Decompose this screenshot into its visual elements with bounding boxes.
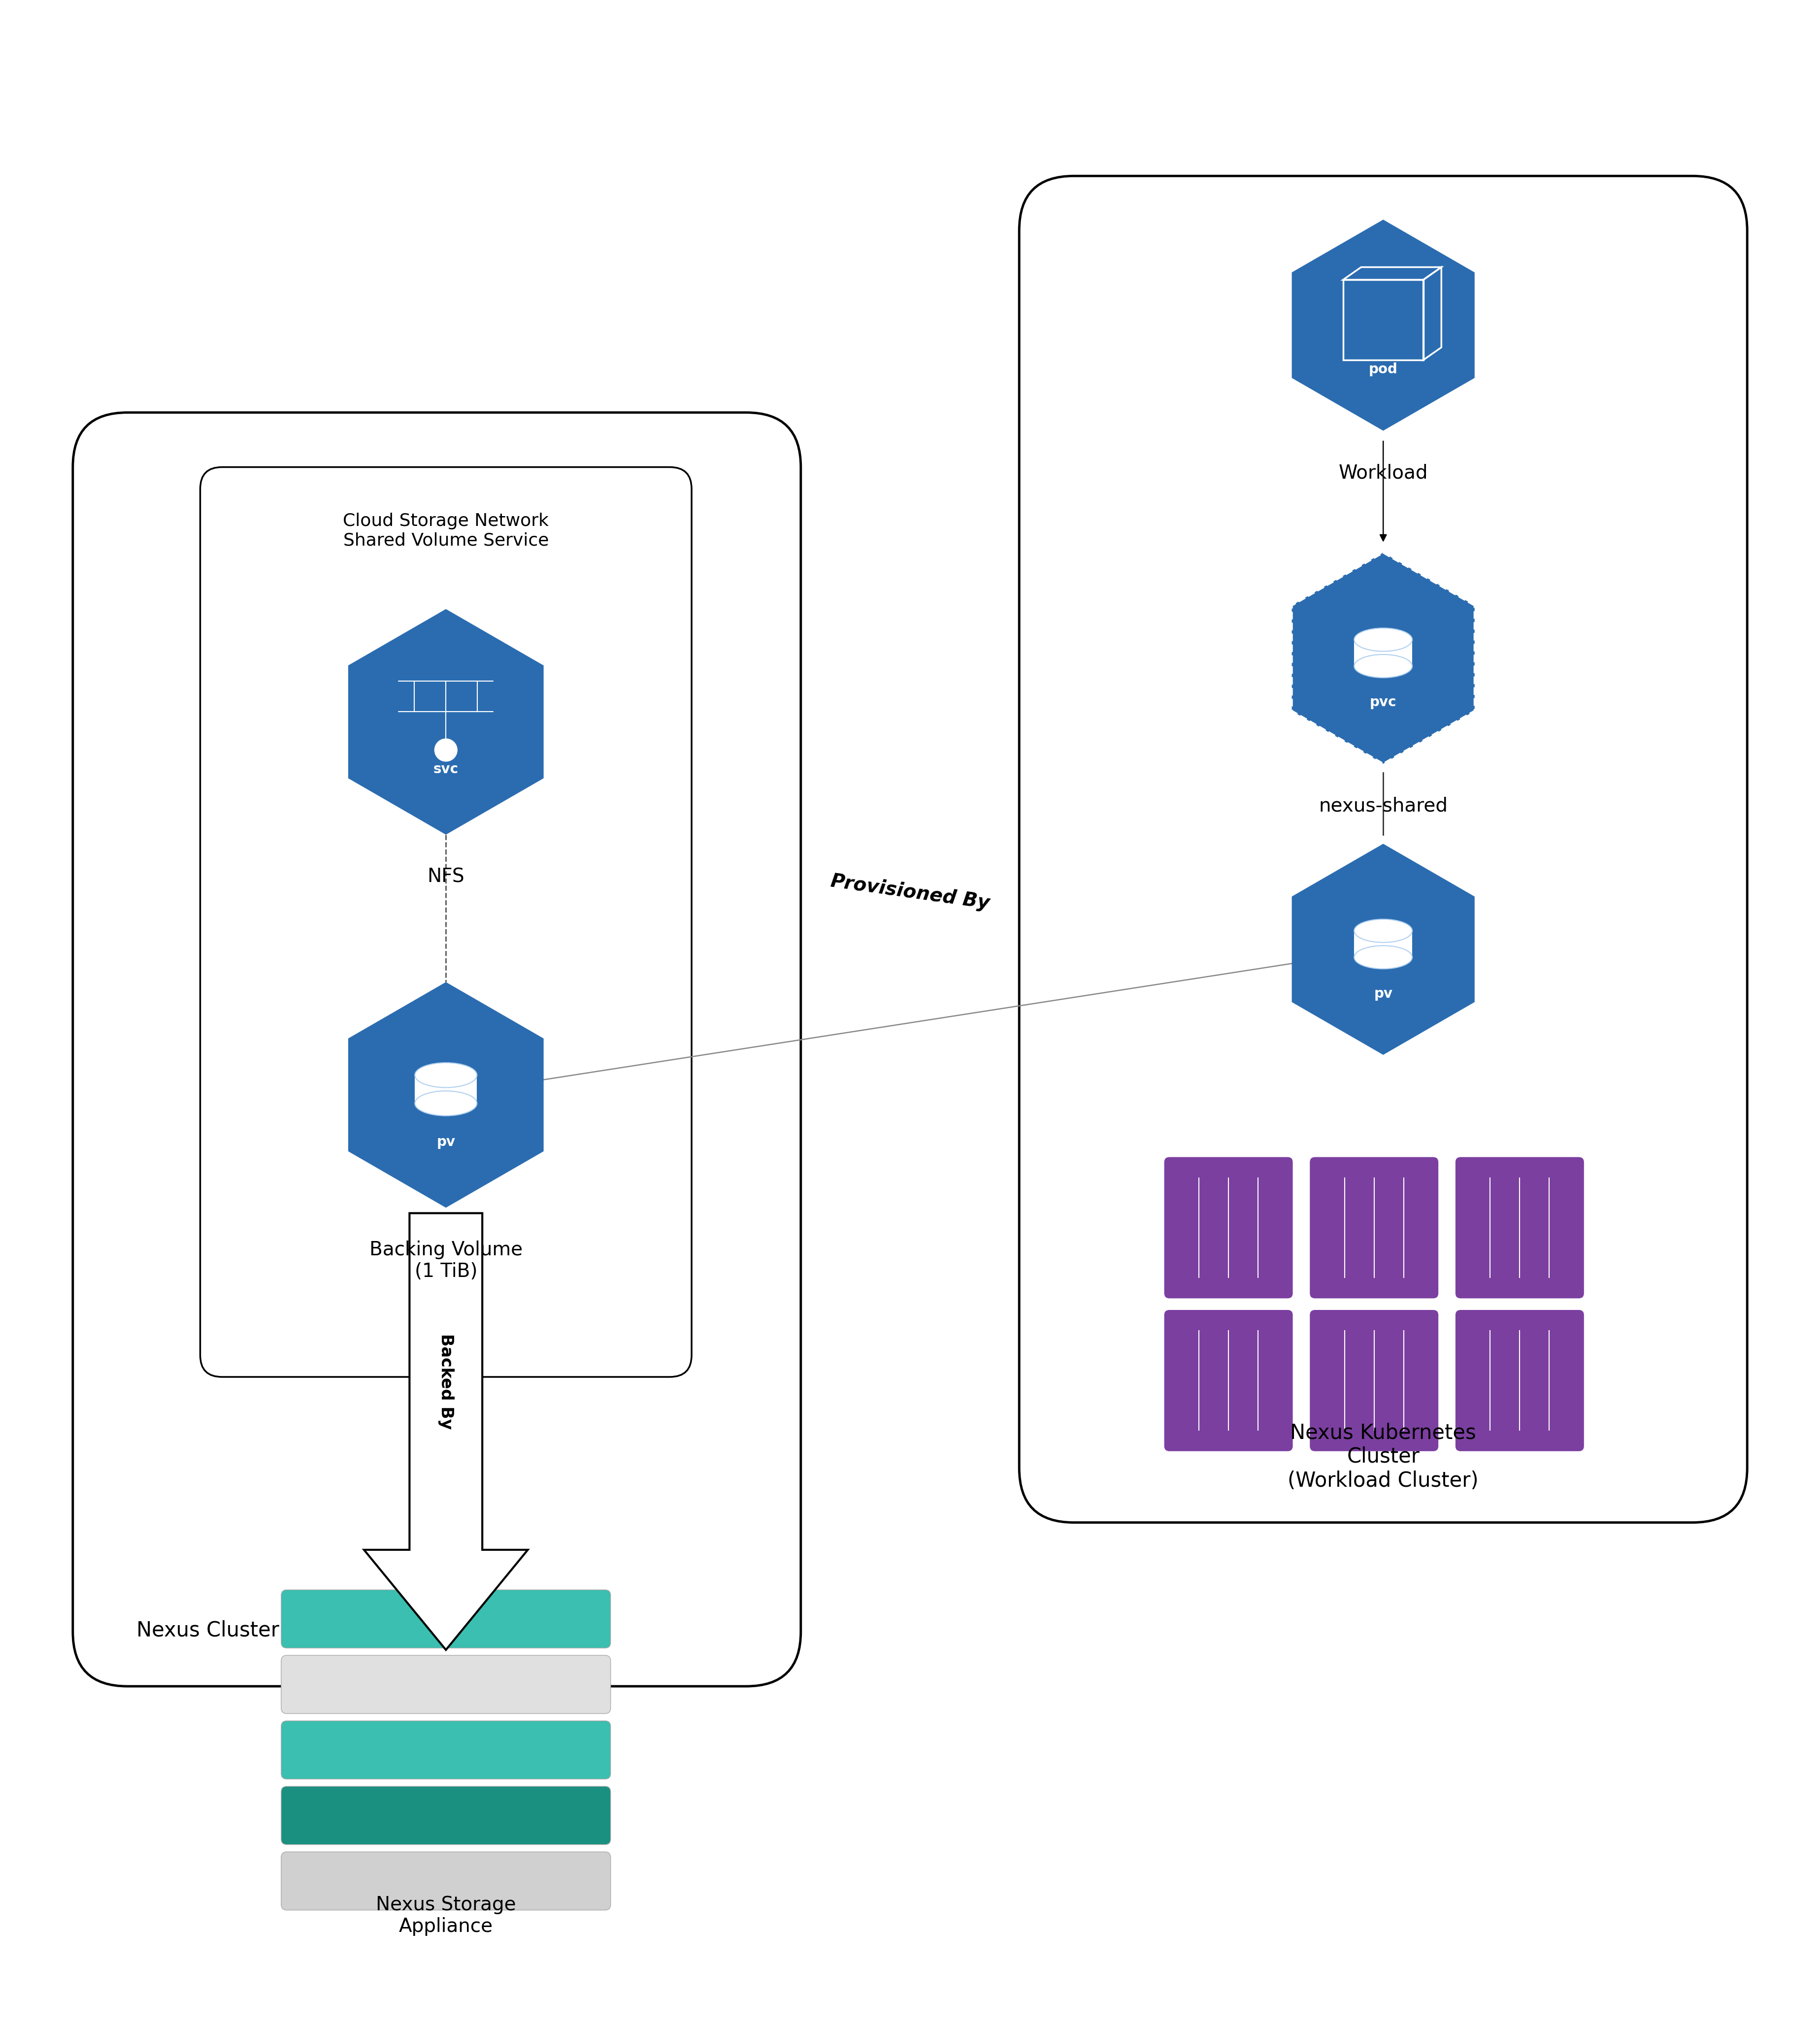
FancyBboxPatch shape [280, 1655, 610, 1714]
Polygon shape [364, 1214, 528, 1649]
FancyBboxPatch shape [280, 1590, 610, 1647]
FancyBboxPatch shape [1165, 1309, 1292, 1451]
FancyBboxPatch shape [1165, 1157, 1292, 1299]
FancyBboxPatch shape [1456, 1309, 1583, 1451]
FancyBboxPatch shape [280, 1852, 610, 1911]
FancyBboxPatch shape [280, 1787, 610, 1844]
Circle shape [435, 739, 457, 762]
Text: pod: pod [1369, 363, 1398, 377]
Text: Workload: Workload [1338, 464, 1429, 482]
Text: Backed By: Backed By [439, 1333, 453, 1428]
Ellipse shape [1354, 946, 1412, 968]
Polygon shape [1292, 843, 1474, 1056]
Text: Backing Volume
(1 TiB): Backing Volume (1 TiB) [369, 1240, 522, 1280]
Polygon shape [1292, 219, 1474, 432]
Text: Nexus Storage
Appliance: Nexus Storage Appliance [375, 1896, 517, 1937]
Polygon shape [1354, 930, 1412, 956]
Ellipse shape [1354, 920, 1412, 942]
Text: Nexus Cluster: Nexus Cluster [136, 1621, 278, 1641]
Text: svc: svc [433, 762, 459, 776]
Ellipse shape [1354, 654, 1412, 677]
Text: pv: pv [1374, 987, 1392, 1001]
Text: pv: pv [437, 1135, 455, 1149]
Text: pvc: pvc [1370, 695, 1396, 709]
FancyBboxPatch shape [280, 1720, 610, 1779]
FancyBboxPatch shape [1310, 1309, 1438, 1451]
Ellipse shape [415, 1064, 477, 1088]
Text: Nexus Kubernetes
Cluster
(Workload Cluster): Nexus Kubernetes Cluster (Workload Clust… [1289, 1422, 1478, 1491]
Polygon shape [348, 983, 544, 1207]
Ellipse shape [1354, 628, 1412, 650]
Polygon shape [415, 1076, 477, 1104]
Text: nexus-shared: nexus-shared [1320, 796, 1447, 814]
Text: Provisioned By: Provisioned By [830, 871, 990, 914]
Text: Cloud Storage Network
Shared Volume Service: Cloud Storage Network Shared Volume Serv… [342, 513, 550, 549]
Polygon shape [1354, 640, 1412, 667]
Text: NFS: NFS [428, 867, 464, 885]
FancyBboxPatch shape [1456, 1157, 1583, 1299]
FancyBboxPatch shape [1310, 1157, 1438, 1299]
Polygon shape [348, 610, 544, 835]
Polygon shape [1292, 553, 1474, 764]
Ellipse shape [415, 1090, 477, 1116]
